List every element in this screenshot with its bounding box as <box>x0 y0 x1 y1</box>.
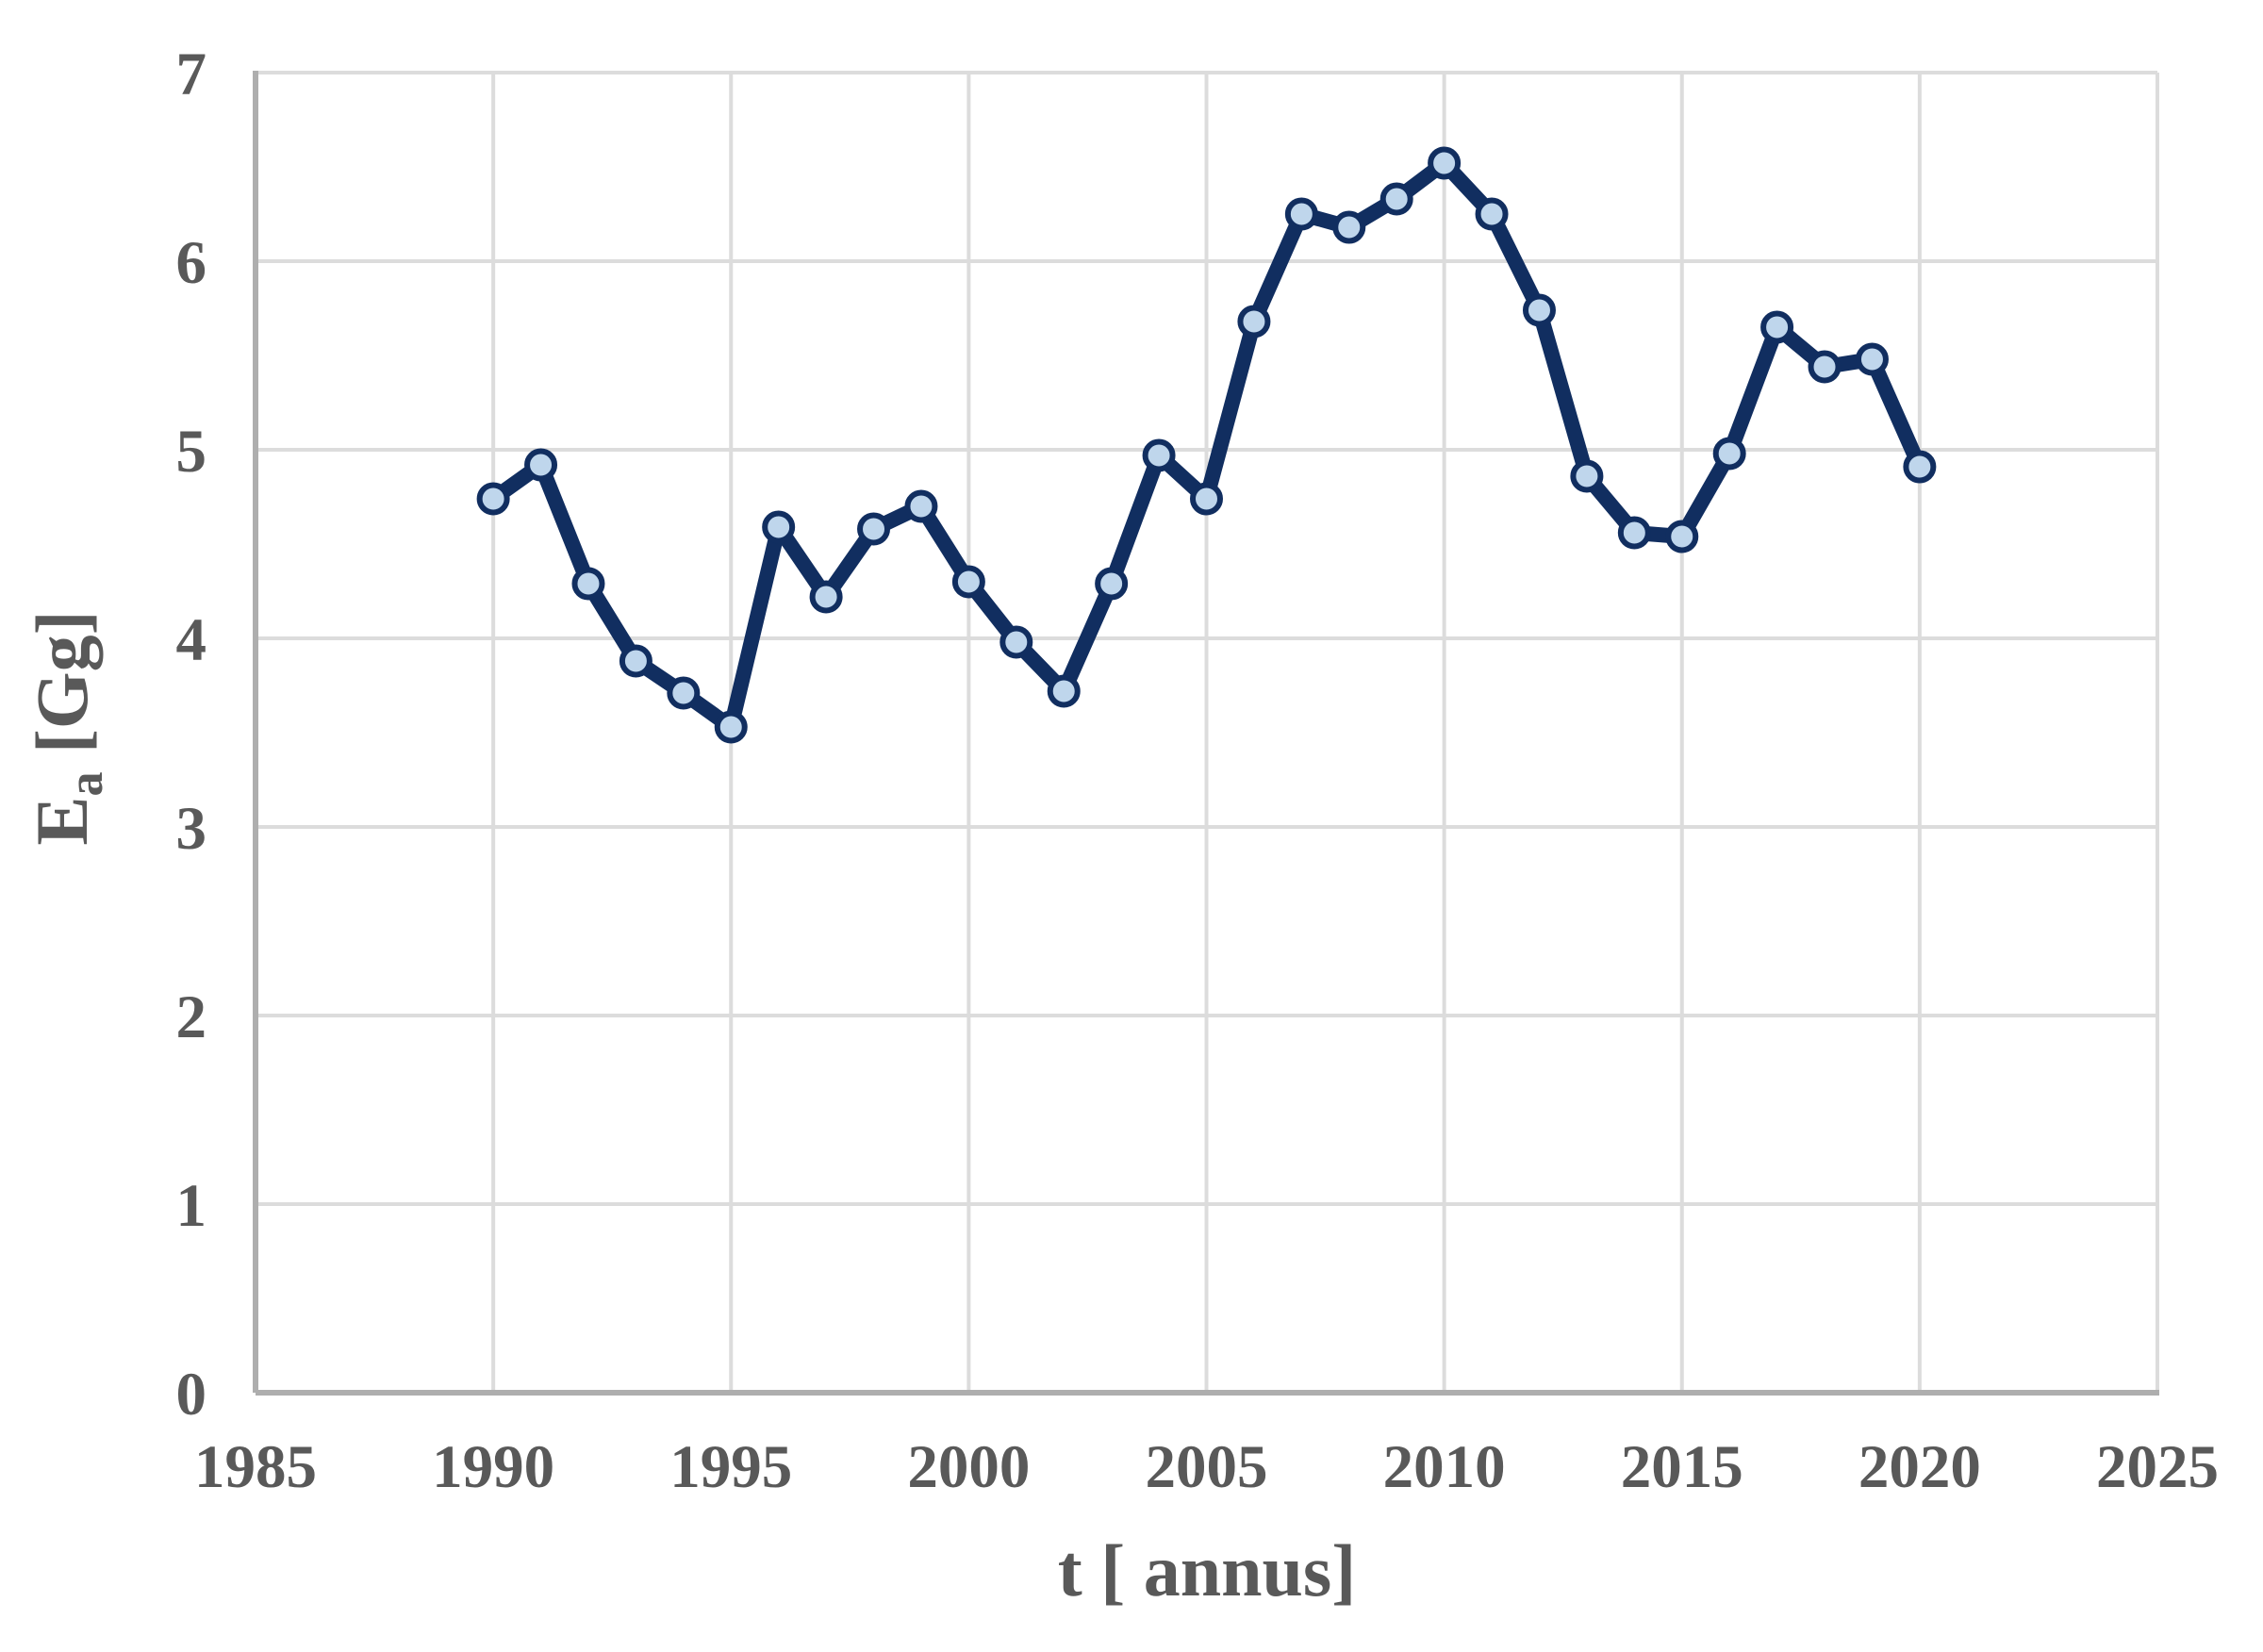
data-point-marker <box>1855 342 1889 376</box>
data-point-marker <box>951 565 985 599</box>
data-point-marker <box>1522 293 1556 327</box>
y-axis-title-base: E <box>21 797 103 846</box>
data-point-marker <box>1903 450 1937 484</box>
y-axis-title-sub: a <box>59 772 113 797</box>
y-tick-label: 6 <box>176 229 207 297</box>
x-tick-label: 1995 <box>669 1433 792 1501</box>
y-tick-label: 4 <box>176 606 207 674</box>
data-point-marker <box>1428 146 1462 180</box>
x-tick-label: 2015 <box>1621 1433 1743 1501</box>
x-tick-label: 1985 <box>194 1433 317 1501</box>
data-point-marker <box>1570 459 1604 493</box>
y-tick-label: 7 <box>176 41 207 108</box>
y-tick-label: 1 <box>176 1172 207 1240</box>
y-tick-label: 0 <box>176 1361 207 1429</box>
data-point-marker <box>1047 674 1081 708</box>
data-point-marker <box>1665 520 1699 553</box>
x-tick-label: 1990 <box>432 1433 554 1501</box>
data-point-marker <box>571 567 605 601</box>
chart-plot-area: 1985 1990 1995 2000 2005 2010 2015 2020 2025 0 1 2 3… <box>176 41 2220 1501</box>
x-tick-label: 2025 <box>2096 1433 2219 1501</box>
data-point-marker <box>476 482 510 516</box>
data-point-marker <box>1617 516 1651 550</box>
data-point-marker <box>1808 350 1842 384</box>
y-axis-title-unit: [Gg] <box>21 610 103 771</box>
data-point-marker <box>809 580 843 614</box>
x-tick-label: 2000 <box>907 1433 1030 1501</box>
data-point-marker <box>904 489 938 523</box>
data-point-marker <box>1475 197 1509 231</box>
x-tick-label: 2010 <box>1383 1433 1506 1501</box>
data-point-marker <box>1712 437 1746 471</box>
data-point-marker <box>1142 438 1176 472</box>
x-tick-label: 2005 <box>1146 1433 1268 1501</box>
data-point-marker <box>762 510 796 544</box>
data-point-marker <box>524 448 558 482</box>
data-point-marker <box>619 644 652 678</box>
data-point-marker <box>1760 310 1794 344</box>
y-tick-label: 2 <box>176 983 207 1051</box>
data-point-marker <box>1237 305 1271 339</box>
y-tick-label: 5 <box>176 418 207 486</box>
x-axis-title: t [ annus] <box>1058 1529 1356 1611</box>
data-point-marker <box>857 512 891 546</box>
data-point-marker <box>999 625 1033 659</box>
data-point-marker <box>1190 482 1223 516</box>
x-tick-label: 2020 <box>1858 1433 1981 1501</box>
data-point-marker <box>1332 210 1366 244</box>
data-point-marker <box>667 676 701 710</box>
data-point-marker <box>1095 567 1129 601</box>
data-point-marker <box>1284 197 1318 231</box>
data-point-marker <box>714 710 748 744</box>
y-axis-title: Ea [Gg] <box>21 610 113 845</box>
data-point-marker <box>1379 182 1413 216</box>
y-tick-label: 3 <box>176 795 207 863</box>
